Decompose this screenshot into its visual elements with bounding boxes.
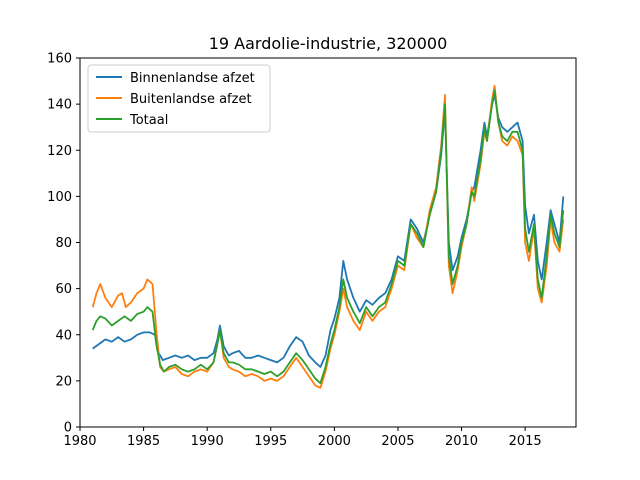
y-tick-label: 0 bbox=[64, 421, 72, 436]
x-tick-label: 2000 bbox=[318, 434, 351, 449]
chart-title: 19 Aardolie-industrie, 320000 bbox=[209, 34, 448, 53]
x-tick-label: 2015 bbox=[509, 434, 542, 449]
y-tick-label: 120 bbox=[47, 144, 72, 159]
legend-box bbox=[87, 64, 271, 133]
x-tick-label: 1995 bbox=[254, 434, 287, 449]
x-tick-label: 1985 bbox=[127, 434, 160, 449]
legend: Binnenlandse afzet Buitenlandse afzet Tota… bbox=[87, 64, 271, 133]
series-line-1 bbox=[92, 94, 565, 368]
y-tick-label: 40 bbox=[55, 328, 72, 343]
y-tick-label: 80 bbox=[55, 236, 72, 251]
legend-label: Buitenlandse afzet bbox=[130, 92, 252, 107]
series-line-3 bbox=[91, 89, 565, 385]
x-tick-label: 2005 bbox=[381, 434, 414, 449]
x-tick-label: 1990 bbox=[191, 434, 224, 449]
axes: 1980 1985 1990 1995 2000 2005 2010 2015 0 20 40 60 8… bbox=[47, 52, 577, 449]
y-tick-label: 100 bbox=[47, 190, 72, 205]
y-tick-label: 60 bbox=[55, 282, 72, 297]
x-tick-label: 2010 bbox=[445, 434, 478, 449]
legend-label: Binnenlandse afzet bbox=[130, 71, 255, 86]
y-tick-label: 140 bbox=[47, 98, 72, 113]
plot-area bbox=[91, 84, 565, 389]
legend-label: Totaal bbox=[129, 113, 168, 128]
y-tick-label: 20 bbox=[55, 374, 72, 389]
x-tick-label: 1980 bbox=[63, 434, 96, 449]
y-tick-label: 160 bbox=[47, 52, 72, 67]
